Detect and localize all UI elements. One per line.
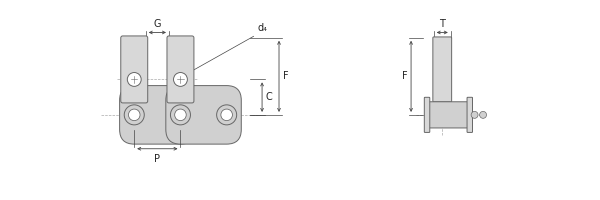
Circle shape (173, 73, 187, 86)
FancyBboxPatch shape (121, 36, 148, 103)
Text: T: T (439, 19, 445, 29)
Text: F: F (283, 71, 289, 81)
FancyBboxPatch shape (467, 97, 473, 132)
FancyBboxPatch shape (424, 97, 430, 132)
Text: P: P (154, 154, 160, 164)
FancyBboxPatch shape (167, 36, 194, 103)
Circle shape (170, 105, 190, 125)
Text: d₄: d₄ (257, 23, 268, 33)
Circle shape (479, 111, 487, 118)
FancyBboxPatch shape (166, 86, 241, 144)
Circle shape (221, 109, 232, 121)
Circle shape (128, 109, 140, 121)
Circle shape (124, 105, 144, 125)
FancyBboxPatch shape (433, 37, 452, 102)
Text: F: F (401, 71, 407, 81)
Circle shape (471, 111, 478, 118)
Text: G: G (154, 19, 161, 29)
FancyBboxPatch shape (119, 86, 195, 144)
FancyBboxPatch shape (428, 102, 469, 128)
Circle shape (175, 109, 186, 121)
Text: C: C (266, 92, 272, 102)
Circle shape (127, 73, 141, 86)
Circle shape (217, 105, 236, 125)
